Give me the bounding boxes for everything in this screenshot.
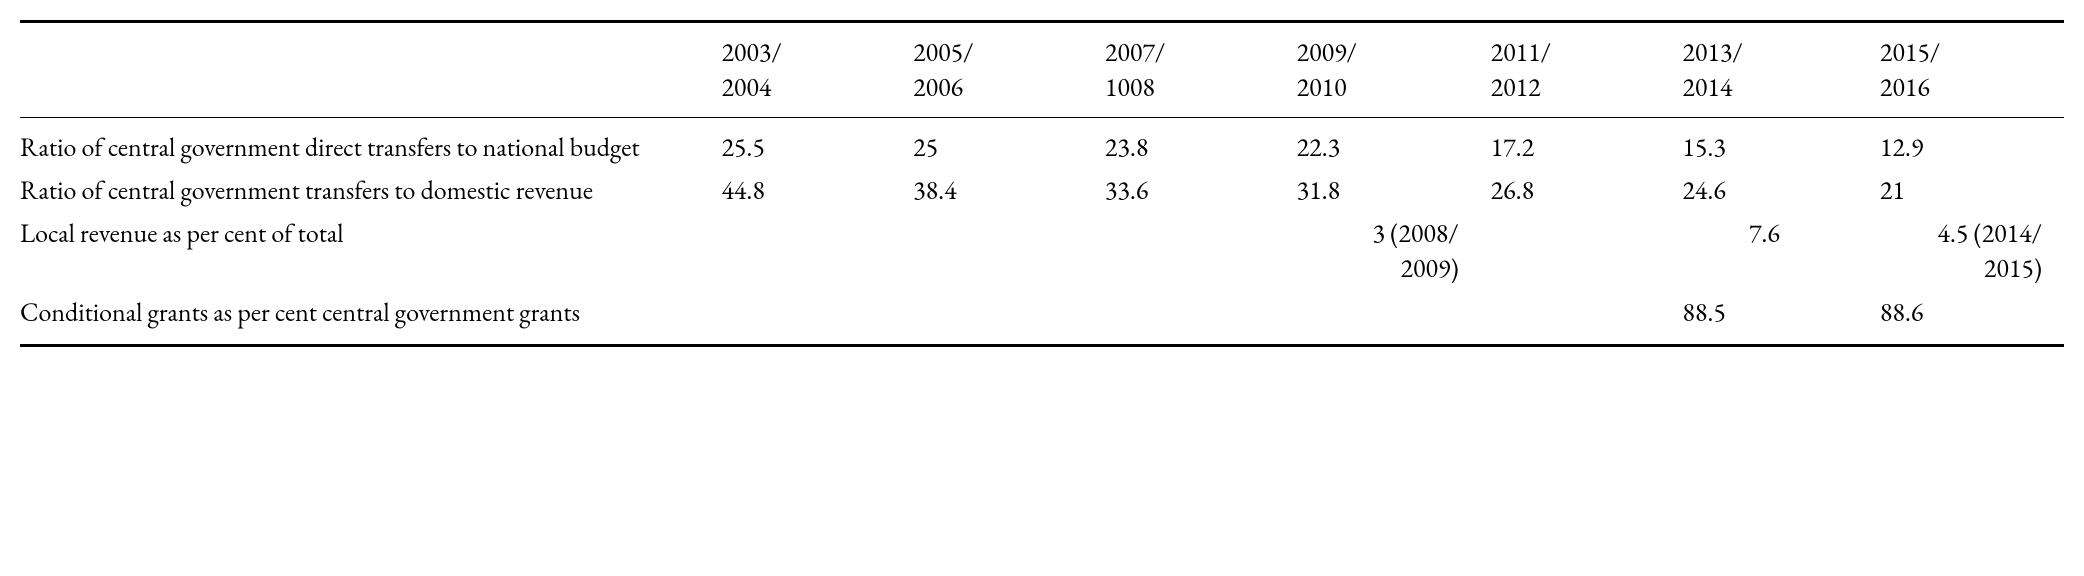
header-line1: 2015/	[1880, 35, 1940, 69]
cell	[1095, 291, 1287, 346]
cell: 33.6	[1095, 169, 1287, 212]
row-label: Conditional grants as per cent central g…	[20, 291, 711, 346]
cell: 23.8	[1095, 118, 1287, 170]
cell: 31.8	[1287, 169, 1481, 212]
cell	[1481, 212, 1673, 290]
cell	[903, 291, 1095, 346]
header-line2: 2004	[721, 70, 771, 104]
header-year-5: 2013/ 2014	[1672, 22, 1869, 118]
table-row: Conditional grants as per cent central g…	[20, 291, 2064, 346]
cell: 26.8	[1481, 169, 1673, 212]
header-line2: 2012	[1491, 70, 1541, 104]
cell: 25.5	[711, 118, 903, 170]
header-row: 2003/ 2004 2005/ 2006 2007/ 1008 2009/ 2…	[20, 22, 2064, 118]
table-body: Ratio of central government direct trans…	[20, 118, 2064, 345]
row-label: Local revenue as per cent of total	[20, 212, 711, 290]
cell: 24.6	[1672, 169, 1869, 212]
cell: 3 (2008/ 2009)	[1287, 212, 1481, 290]
header-line2: 2006	[913, 70, 963, 104]
header-line1: 2013/	[1682, 35, 1742, 69]
cell: 22.3	[1287, 118, 1481, 170]
header-line1: 2009/	[1297, 35, 1357, 69]
cell: 38.4	[903, 169, 1095, 212]
header-line1: 2005/	[913, 35, 973, 69]
cell: 21	[1870, 169, 2064, 212]
cell	[903, 212, 1095, 290]
header-line1: 2003/	[721, 35, 781, 69]
cell: 25	[903, 118, 1095, 170]
cell	[1095, 212, 1287, 290]
header-year-0: 2003/ 2004	[711, 22, 903, 118]
header-year-2: 2007/ 1008	[1095, 22, 1287, 118]
cell: 15.3	[1672, 118, 1869, 170]
row-label: Ratio of central government direct trans…	[20, 118, 711, 170]
header-line2: 2010	[1297, 70, 1347, 104]
table-row: Ratio of central government transfers to…	[20, 169, 2064, 212]
header-line1: 2011/	[1491, 35, 1551, 69]
cell	[711, 212, 903, 290]
header-line1: 2007/	[1105, 35, 1165, 69]
header-line2: 2014	[1682, 70, 1732, 104]
header-year-6: 2015/ 2016	[1870, 22, 2064, 118]
header-year-4: 2011/ 2012	[1481, 22, 1673, 118]
table-row: Ratio of central government direct trans…	[20, 118, 2064, 170]
cell	[711, 291, 903, 346]
header-blank	[20, 22, 711, 118]
cell: 88.6	[1870, 291, 2064, 346]
cell: 44.8	[711, 169, 903, 212]
header-year-3: 2009/ 2010	[1287, 22, 1481, 118]
header-line2: 1008	[1105, 70, 1155, 104]
row-label: Ratio of central government transfers to…	[20, 169, 711, 212]
cell	[1287, 291, 1481, 346]
header-year-1: 2005/ 2006	[903, 22, 1095, 118]
cell: 7.6	[1672, 212, 1869, 290]
cell: 4.5 (2014/ 2015)	[1870, 212, 2064, 290]
header-line2: 2016	[1880, 70, 1930, 104]
cell: 17.2	[1481, 118, 1673, 170]
data-table: 2003/ 2004 2005/ 2006 2007/ 1008 2009/ 2…	[20, 20, 2064, 347]
cell: 12.9	[1870, 118, 2064, 170]
table-row: Local revenue as per cent of total 3 (20…	[20, 212, 2064, 290]
cell: 88.5	[1672, 291, 1869, 346]
cell	[1481, 291, 1673, 346]
